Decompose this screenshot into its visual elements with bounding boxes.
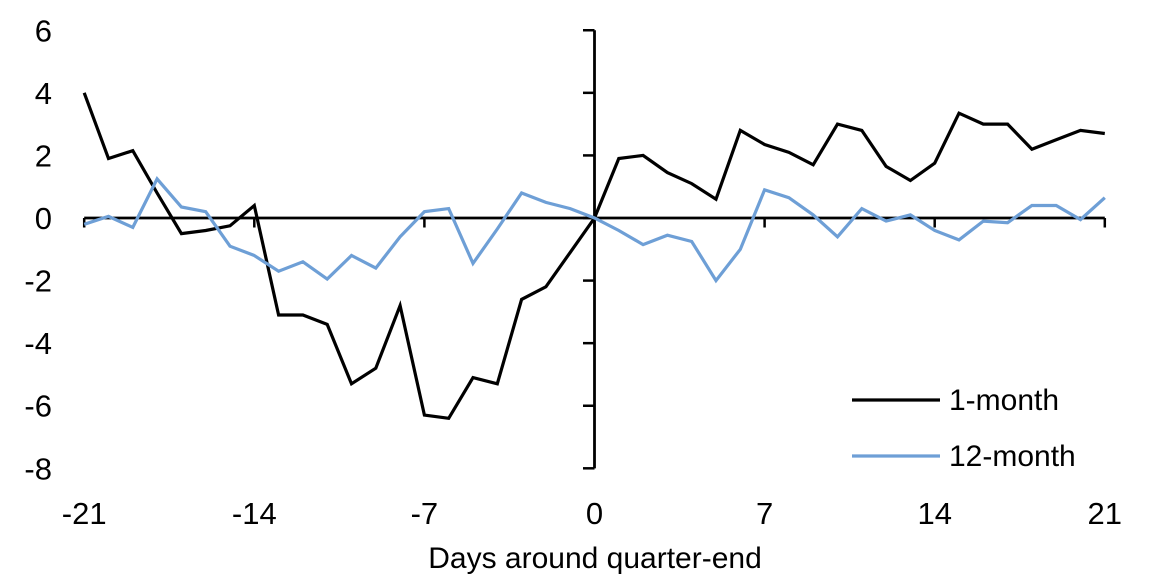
y-tick-label: -2: [24, 264, 52, 299]
legend: 1-month 12-month: [852, 384, 1076, 473]
x-axis-title: Days around quarter-end: [428, 542, 762, 575]
y-tick-label: 6: [35, 13, 52, 48]
x-tick-label: 0: [586, 496, 603, 531]
y-tick-label: 0: [35, 201, 52, 236]
data-series: [82, 92, 1106, 421]
y-tick-label: 2: [35, 138, 52, 173]
x-tick-label: 21: [1088, 496, 1122, 531]
x-tick-label: 7: [756, 496, 773, 531]
y-tick-label: -8: [24, 451, 52, 486]
x-tick-label: -21: [62, 496, 107, 531]
legend-label-1-month: 1-month: [949, 384, 1059, 417]
x-tick-label: -7: [411, 496, 439, 531]
axis-tick-labels: -21 -14 -7 0 7 14 21 6 4 2 0 -2 -4 -6 -8: [24, 13, 1122, 531]
series-line-12-month: [83, 176, 1106, 284]
y-tick-label: -4: [24, 326, 52, 361]
legend-label-12-month: 12-month: [949, 440, 1076, 473]
x-tick-label: -14: [232, 496, 277, 531]
y-tick-label: 4: [35, 76, 52, 111]
y-tick-label: -6: [24, 389, 52, 424]
x-tick-label: 14: [917, 496, 951, 531]
